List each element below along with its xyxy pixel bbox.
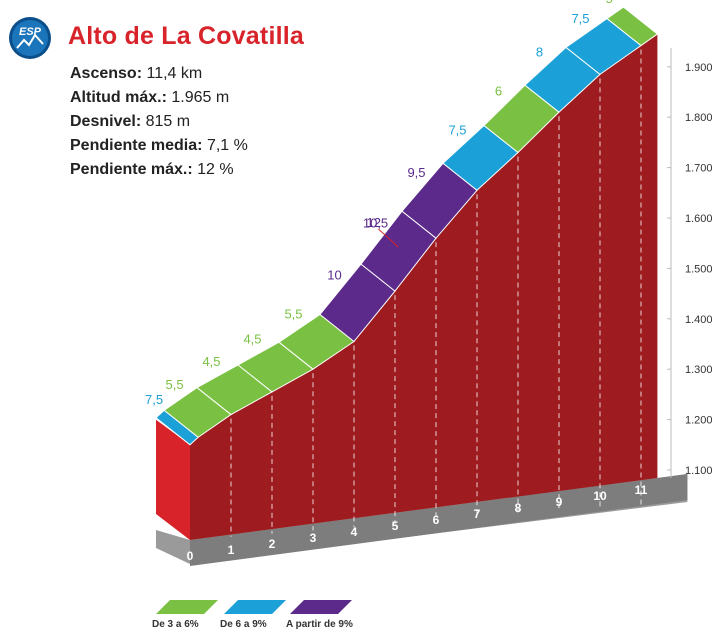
gradient-label: 5	[606, 0, 613, 6]
gradient-label: 5,5	[166, 377, 184, 392]
stat-average-gradient: Pendiente media: 7,1 %	[70, 137, 248, 154]
legend-swatch-green	[156, 600, 218, 614]
legend-label: A partir de 9%	[286, 619, 353, 630]
y-tick-label: 1.300	[685, 364, 713, 376]
x-tick-label: 8	[515, 501, 522, 515]
gradient-label: 7,5	[448, 122, 466, 137]
gradient-segment	[606, 6, 659, 47]
y-tick-label: 1.600	[685, 213, 713, 225]
legend-swatch-blue	[224, 600, 286, 614]
gradient-label: 5,5	[284, 306, 302, 321]
gradient-label: 8	[536, 44, 543, 59]
stat-elevation-gain: Desnivel: 815 m	[70, 113, 191, 130]
x-tick-label: 7	[474, 507, 481, 521]
page-title: Alto de La Covatilla	[68, 22, 304, 50]
legend-label: De 6 a 9%	[220, 619, 267, 630]
profile-front-face	[156, 419, 190, 540]
y-tick-label: 1.900	[685, 62, 713, 74]
gradient-label: 4,5	[243, 332, 261, 347]
gradient-label: 7,5	[571, 11, 589, 26]
gradient-label: 7,5	[145, 392, 163, 407]
stat-max-altitude: Altitud máx.: 1.965 m	[70, 89, 230, 106]
x-tick-label: 10	[593, 489, 607, 503]
gradient-legend: De 3 a 6% De 6 a 9% A partir de 9%	[152, 592, 372, 632]
gradient-label: 10,5	[363, 216, 388, 231]
legend-item-3-6: De 3 a 6%	[152, 592, 222, 632]
profile-body	[190, 34, 658, 540]
x-tick-label: 1	[228, 543, 235, 557]
base-front	[190, 474, 688, 566]
legend-swatch-purple	[290, 600, 352, 614]
x-tick-label: 5	[392, 519, 399, 533]
y-tick-label: 1.100	[685, 465, 713, 477]
stat-max-gradient: Pendiente máx.: 12 %	[70, 161, 234, 178]
badge-label: ESP	[19, 26, 42, 38]
y-tick-label: 1.200	[685, 415, 713, 427]
x-tick-label: 6	[433, 513, 440, 527]
x-tick-label: 11	[635, 483, 648, 497]
gradient-label: 9,5	[407, 165, 425, 180]
stat-ascent: Ascenso: 11,4 km	[70, 65, 203, 82]
legend-item-9-plus: A partir de 9%	[286, 592, 356, 632]
y-tick-label: 1.700	[685, 163, 713, 175]
gradient-label: 4,5	[202, 354, 220, 369]
legend-item-6-9: De 6 a 9%	[220, 592, 290, 632]
x-tick-label: 9	[556, 495, 563, 509]
gradient-label: 6	[495, 83, 502, 98]
x-tick-label: 0	[187, 549, 194, 563]
x-tick-label: 3	[310, 531, 317, 545]
x-tick-label: 4	[351, 525, 358, 539]
legend-label: De 3 a 6%	[152, 619, 199, 630]
y-tick-label: 1.400	[685, 314, 713, 326]
y-tick-label: 1.800	[685, 112, 713, 124]
annotation-label: 12	[367, 215, 381, 230]
annotation-pointer	[378, 228, 399, 248]
gradient-label: 10	[327, 267, 341, 282]
y-tick-label: 1.500	[685, 263, 713, 275]
esp-badge-icon: ESP	[9, 17, 51, 59]
x-tick-label: 2	[269, 537, 276, 551]
climb-stats: Ascenso: 11,4 km Altitud máx.: 1.965 m D…	[70, 62, 248, 182]
